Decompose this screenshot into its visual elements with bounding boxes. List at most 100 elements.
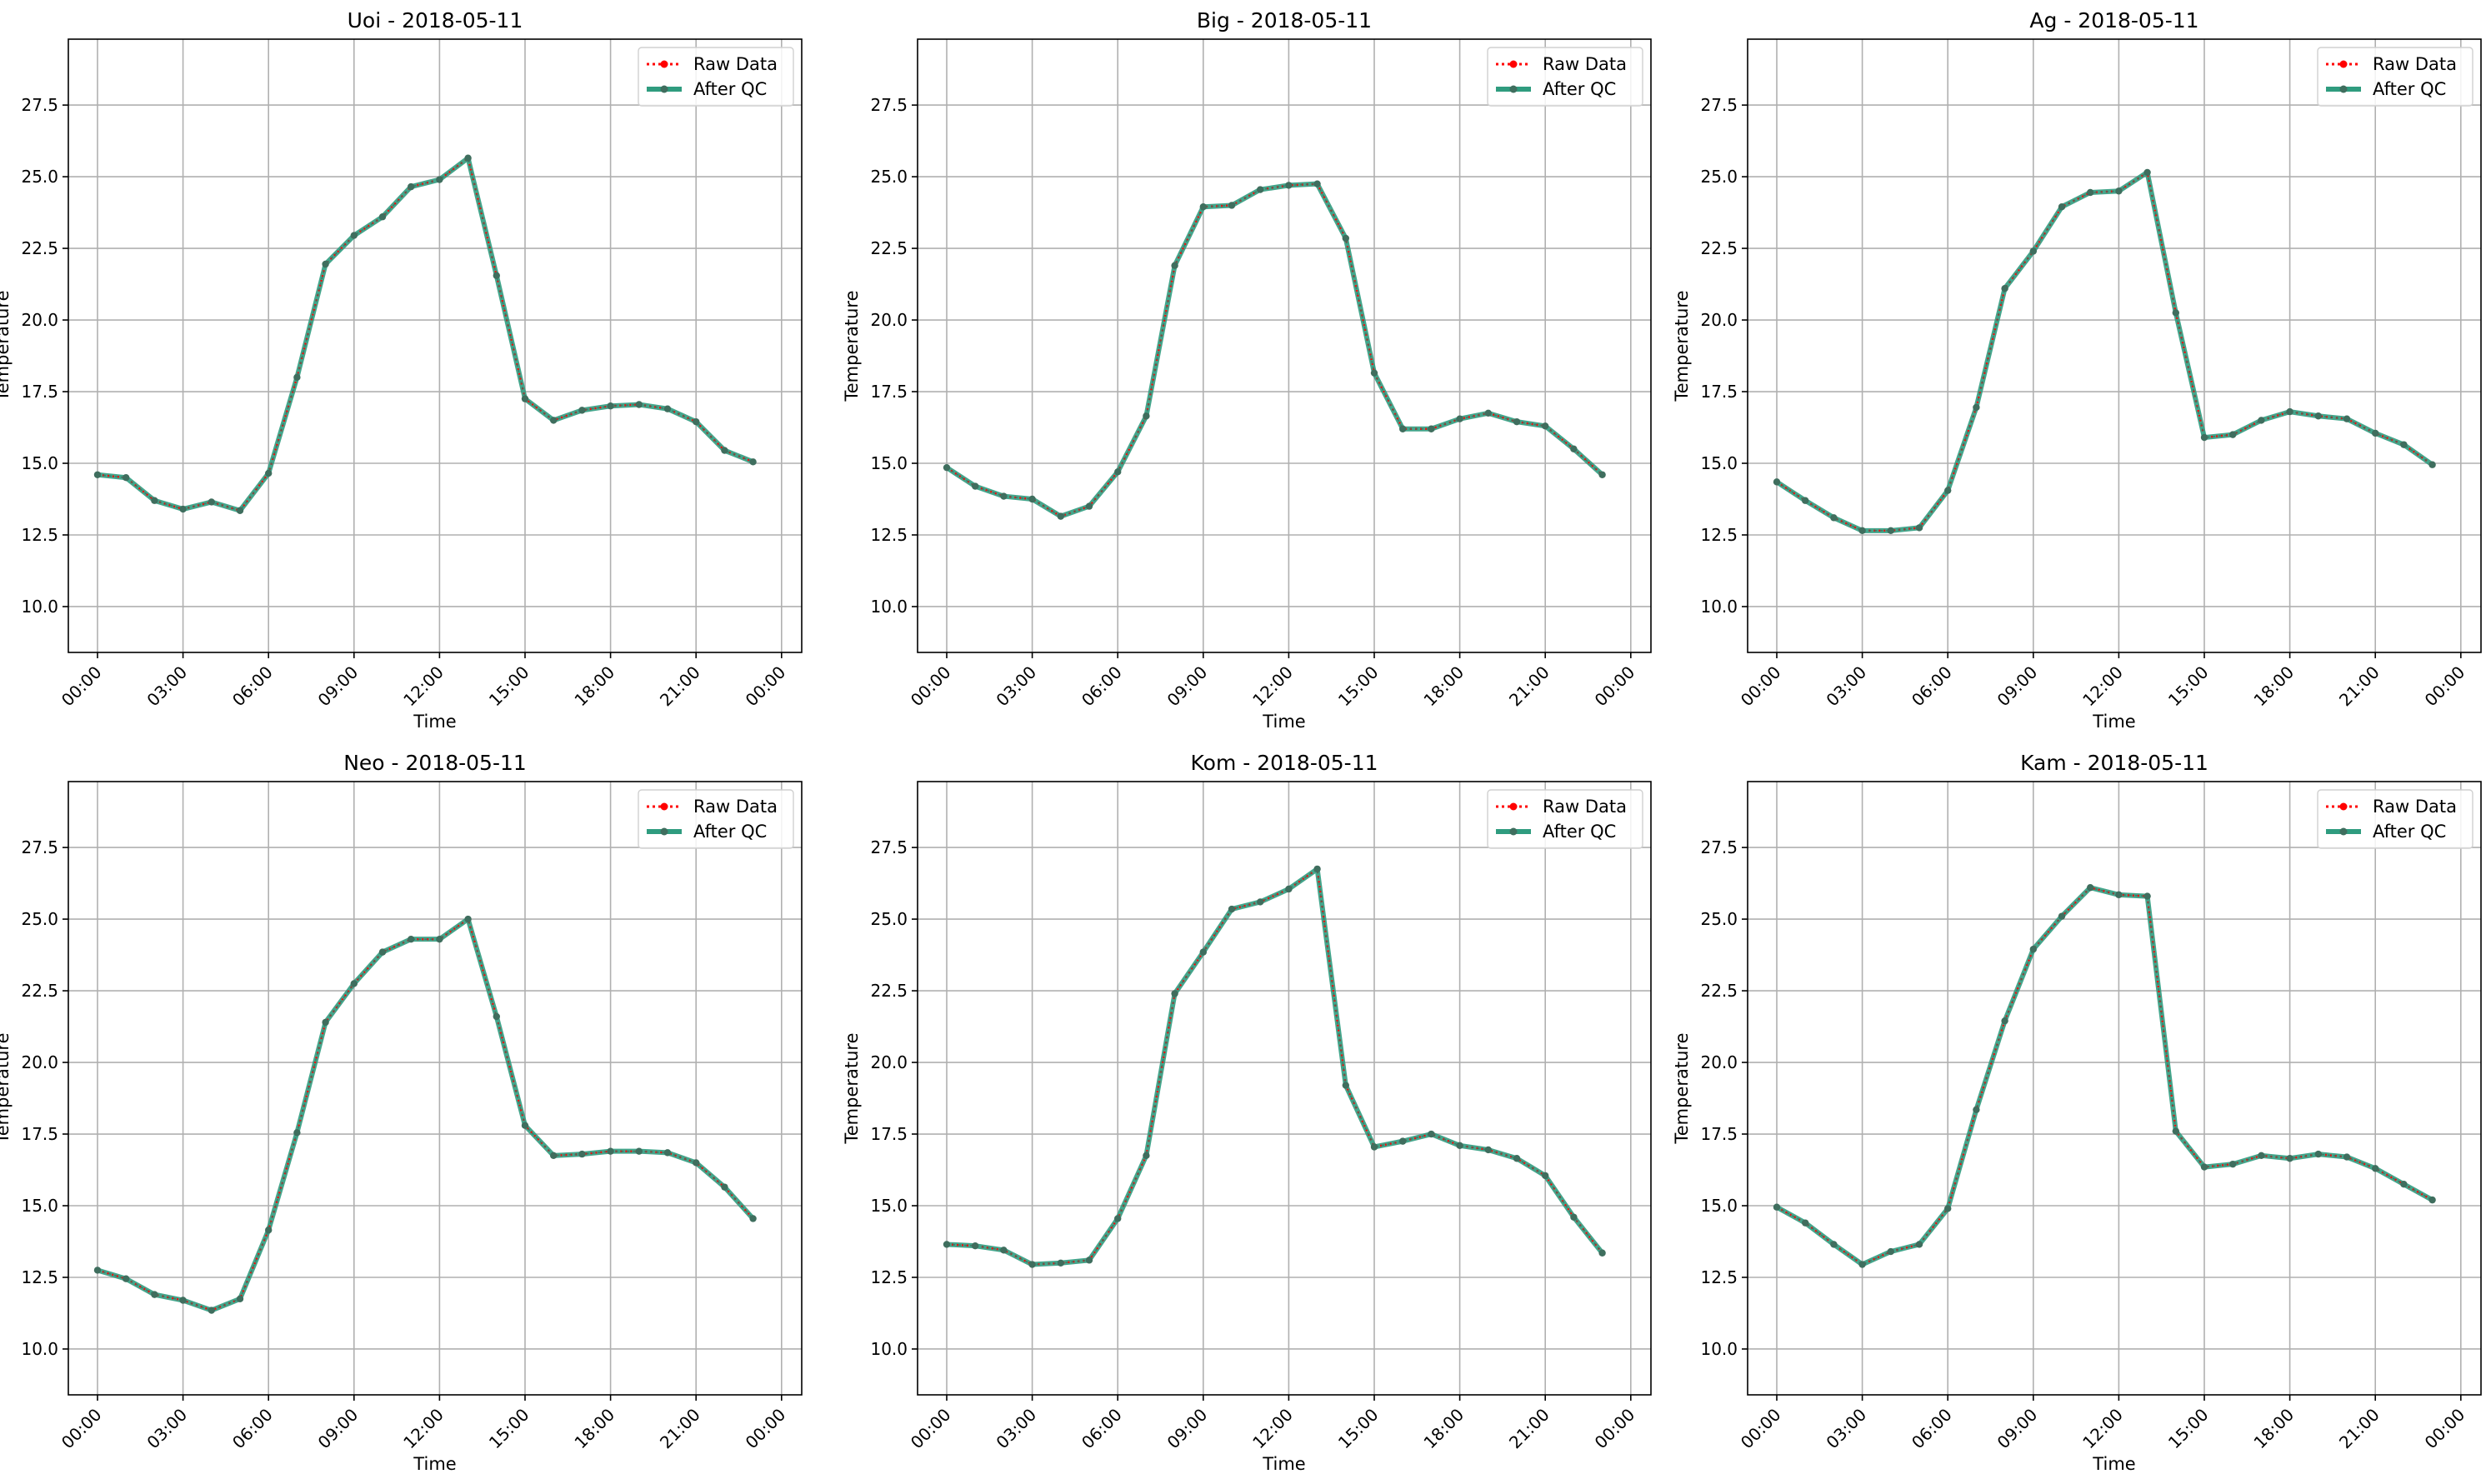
legend-marker-raw xyxy=(1509,60,1518,68)
legend: Raw Data After QC xyxy=(638,789,794,849)
data-point xyxy=(972,482,979,490)
data-point xyxy=(1944,1205,1952,1212)
data-point xyxy=(2087,884,2094,892)
legend-label-qc: After QC xyxy=(2373,822,2446,842)
data-point xyxy=(1057,1259,1065,1267)
legend-label-raw: Raw Data xyxy=(2373,797,2457,817)
x-tick-label: 15:00 xyxy=(485,662,533,711)
data-point xyxy=(322,260,329,268)
x-tick-label: 09:00 xyxy=(1163,662,1212,711)
data-point xyxy=(2172,309,2179,317)
y-tick-label: 27.5 xyxy=(1700,837,1738,857)
data-point xyxy=(1513,417,1521,426)
data-point xyxy=(322,1018,329,1027)
legend: Raw Data After QC xyxy=(2317,47,2473,107)
x-tick-label: 21:00 xyxy=(2335,662,2383,711)
data-point xyxy=(1830,514,1838,522)
legend-marker-raw xyxy=(1509,802,1518,811)
series-line-raw-data xyxy=(946,182,1603,517)
data-point xyxy=(179,1297,187,1304)
data-point xyxy=(635,401,643,408)
series-line-raw-data xyxy=(97,156,754,512)
y-tick-label: 10.0 xyxy=(1700,597,1738,617)
data-point xyxy=(436,176,443,183)
data-point xyxy=(2400,1181,2408,1188)
y-axis-label: Temperature xyxy=(1672,1032,1692,1144)
x-tick-label: 06:00 xyxy=(1078,662,1126,711)
data-point xyxy=(943,1241,951,1248)
x-axis-label: Time xyxy=(413,1454,456,1474)
data-point xyxy=(1598,1249,1606,1257)
data-point xyxy=(464,154,472,162)
x-tick-label: 00:00 xyxy=(742,1405,790,1453)
data-point xyxy=(208,1307,215,1314)
chart-title: Neo - 2018-05-11 xyxy=(343,751,527,775)
x-tick-label: 00:00 xyxy=(58,662,106,711)
data-point xyxy=(1114,468,1122,476)
data-point xyxy=(1484,1146,1493,1154)
x-tick-label: 18:00 xyxy=(2249,1405,2298,1453)
x-tick-label: 00:00 xyxy=(1737,1405,1785,1453)
chart-panel: Kom - 2018-05-11 10.0 12.5 15.0 17.5 20.0 22.5… xyxy=(842,751,1652,1474)
data-point xyxy=(265,469,273,477)
y-tick-label: 17.5 xyxy=(870,1124,908,1144)
data-point xyxy=(1542,422,1549,430)
x-tick-label: 09:00 xyxy=(1993,1405,2042,1453)
x-tick-label: 03:00 xyxy=(992,662,1040,711)
data-point xyxy=(550,417,558,424)
data-point xyxy=(2343,1153,2351,1161)
y-tick-label: 20.0 xyxy=(1700,310,1738,330)
data-point xyxy=(1313,865,1321,873)
data-point xyxy=(1171,990,1178,997)
data-point xyxy=(93,471,102,478)
data-point xyxy=(550,1152,558,1160)
data-point xyxy=(378,213,387,221)
chart-title: Ag - 2018-05-11 xyxy=(2029,8,2198,32)
data-point xyxy=(1000,492,1008,500)
x-tick-label: 12:00 xyxy=(2078,662,2127,711)
data-point xyxy=(693,1159,700,1167)
y-axis-label: Temperature xyxy=(842,1032,862,1144)
data-point xyxy=(236,1295,244,1302)
x-tick-label: 00:00 xyxy=(2421,662,2469,711)
data-point xyxy=(521,395,529,402)
y-tick-label: 27.5 xyxy=(1700,95,1738,115)
data-point xyxy=(2200,1163,2208,1171)
data-point xyxy=(1973,1106,1980,1113)
y-tick-label: 17.5 xyxy=(21,382,58,402)
x-tick-label: 15:00 xyxy=(485,1405,533,1453)
data-point xyxy=(1370,1143,1378,1151)
data-point xyxy=(1085,502,1093,510)
data-point xyxy=(721,1183,728,1191)
x-tick-label: 03:00 xyxy=(1822,662,1870,711)
y-tick-label: 15.0 xyxy=(21,1196,58,1216)
axes-frame xyxy=(1747,781,2482,1396)
data-point xyxy=(236,507,244,514)
legend-marker-raw xyxy=(660,802,668,811)
legend-label-qc: After QC xyxy=(693,79,767,99)
data-point xyxy=(1542,1172,1549,1180)
y-tick-label: 20.0 xyxy=(21,1052,58,1072)
y-tick-label: 20.0 xyxy=(21,310,58,330)
legend-marker-qc xyxy=(1509,827,1518,836)
y-tick-label: 17.5 xyxy=(21,1124,58,1144)
x-tick-label: 00:00 xyxy=(907,1405,955,1453)
y-tick-label: 22.5 xyxy=(21,238,58,258)
x-tick-label: 03:00 xyxy=(992,1405,1040,1453)
legend-marker-qc xyxy=(2339,85,2348,93)
y-tick-label: 25.0 xyxy=(1700,909,1738,929)
y-tick-label: 25.0 xyxy=(21,909,58,929)
data-point xyxy=(1802,1219,1809,1227)
data-point xyxy=(2058,912,2066,920)
series-line-after-qc xyxy=(97,155,754,513)
data-point xyxy=(493,1012,500,1021)
data-point xyxy=(2400,441,2408,448)
chart-panel: Uoi - 2018-05-11 10.0 12.5 15.0 17.5 20.0 22.5… xyxy=(0,8,803,732)
data-point xyxy=(1285,182,1293,189)
legend-label-qc: After QC xyxy=(1543,79,1616,99)
y-tick-label: 10.0 xyxy=(21,597,58,617)
data-point xyxy=(1313,180,1321,187)
legend: Raw Data After QC xyxy=(1487,47,1643,107)
data-point xyxy=(1228,202,1236,209)
y-tick-label: 17.5 xyxy=(870,382,908,402)
